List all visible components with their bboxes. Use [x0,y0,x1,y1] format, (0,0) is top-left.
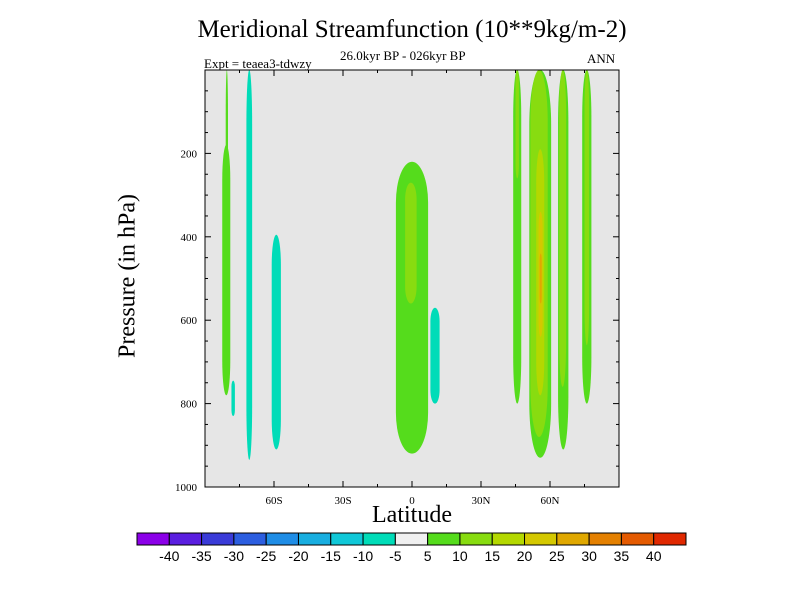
colorbar-swatch [394,532,429,546]
colorbar-swatch [588,532,622,546]
colorbar-label: 25 [549,548,565,564]
sh-subpolar-narrow-negative [246,70,253,460]
x-tick-label: 30N [472,495,491,507]
x-tick-label: 30S [334,495,351,507]
colorbar-label: 10 [452,548,468,564]
sh-polar-band-positive [222,145,231,396]
colorbar-swatch [620,532,655,546]
colorbar-swatch [556,532,590,546]
axis-ticks: 60S 30S 0 30N 60N 200 400 600 800 1000 [175,70,619,507]
colorbar-label: -10 [353,548,373,564]
nh-band-4-core [584,70,590,346]
y-tick-label: 600 [181,315,198,327]
experiment-label: Expt = teaea3-tdwzy [204,56,312,71]
colorbar-label: 40 [646,548,662,564]
tropical-cell-positive [395,161,429,454]
nh-band-2-max [539,253,542,304]
colorbar-label: -40 [159,548,179,564]
colorbar-swatch [297,532,332,546]
tropical-core-positive [405,182,417,304]
colorbar-swatch [168,532,203,546]
season-label: ANN [587,51,616,66]
colorbar-swatch [201,532,235,546]
y-tick-label: 200 [181,148,198,160]
x-axis-label: Latitude [372,502,452,528]
x-tick-label: 60S [265,495,282,507]
x-tick-label: 60N [541,495,560,507]
contour-regions [222,70,592,460]
colorbar-swatch [330,532,364,546]
colorbar-swatch [265,532,299,546]
colorbar-swatch [362,532,396,546]
colorbar-swatch [653,532,687,546]
y-tick-label: 1000 [175,482,198,494]
colorbar-swatch [233,532,267,546]
sh-midlat-cell-negative [271,234,281,450]
x-tick-label: 0 [409,495,415,507]
tropical-small-negative [430,307,440,404]
colorbar: -40 -35 -30 -25 -20 -15 -10 -5 5 10 15 20 25 30 35 40 [136,532,687,564]
colorbar-swatch [427,532,461,546]
nh-band-3-core [559,70,567,387]
colorbar-swatch [491,532,526,546]
colorbar-label: 20 [517,548,533,564]
colorbar-label: -20 [288,548,308,564]
nh-band-1-positive [513,70,522,404]
colorbar-label: -15 [321,548,341,564]
y-axis-label: Pressure (in hPa) [114,194,141,358]
colorbar-label: 15 [484,548,500,564]
period-label: 26.0kyr BP - 026kyr BP [340,48,466,63]
sh-polar-small-negative [231,380,235,417]
colorbar-swatch [136,532,170,546]
nh-band-1-core [515,70,519,179]
colorbar-swatch [459,532,493,546]
colorbar-label: 35 [614,548,630,564]
colorbar-label: 30 [581,548,597,564]
colorbar-label: -25 [256,548,276,564]
y-tick-label: 400 [181,232,198,244]
colorbar-label: -5 [389,548,402,564]
colorbar-label: -35 [191,548,211,564]
colorbar-label: -30 [224,548,244,564]
y-tick-label: 800 [181,399,198,411]
colorbar-label: 5 [424,548,432,564]
colorbar-swatch [524,532,558,546]
chart-title: Meridional Streamfunction (10**9kg/m-2) [197,16,627,43]
